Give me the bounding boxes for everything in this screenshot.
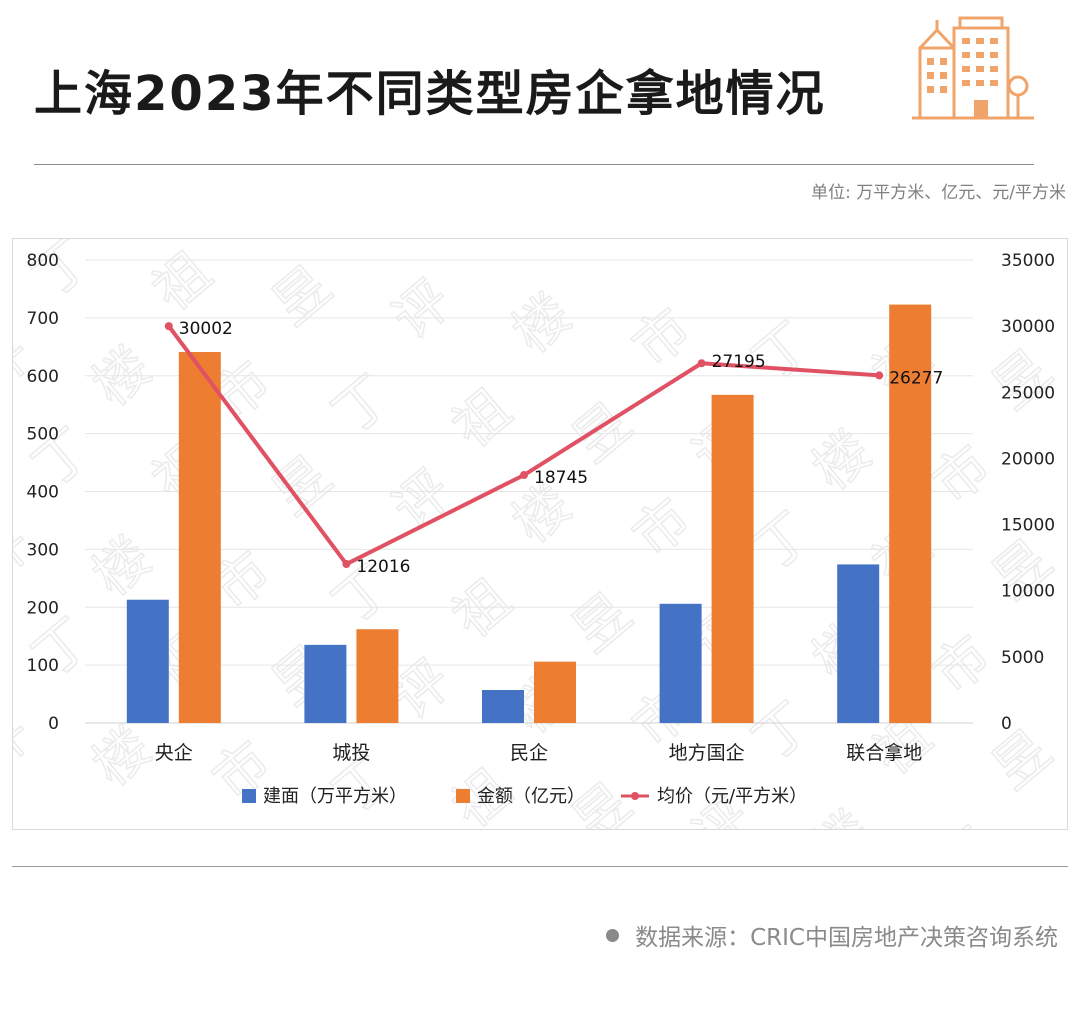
left-tick-label: 800 [27, 251, 59, 271]
price-point [875, 371, 884, 380]
left-tick-label: 500 [27, 425, 59, 445]
page-title: 上海2023年不同类型房企拿地情况 [34, 66, 826, 122]
area-bar [659, 603, 702, 723]
area-bar [304, 644, 347, 723]
price-point [520, 471, 528, 480]
left-tick-label: 700 [27, 309, 59, 329]
area-bar [837, 564, 880, 723]
top-divider [34, 164, 1034, 165]
price-data-label: 18745 [534, 468, 588, 488]
category-label: 联合拿地 [846, 741, 922, 764]
source-note: 数据来源：CRIC中国房地产决策咨询系统 [606, 918, 1058, 952]
amount-bar [178, 352, 221, 723]
amount-bar [356, 629, 399, 723]
bars [126, 304, 932, 723]
legend-swatch-point [631, 792, 639, 800]
left-tick-label: 0 [48, 714, 59, 734]
category-label: 城投 [332, 742, 370, 764]
watermark-glyph: 昱 [261, 444, 343, 527]
watermark-glyph: 丁 [21, 606, 103, 689]
area-bar [482, 690, 524, 723]
watermark-glyph: 市 [621, 296, 703, 379]
price-data-label: 12016 [356, 557, 410, 577]
amount-bar [889, 304, 932, 723]
category-label: 民企 [510, 742, 548, 764]
unit-note: 单位: 万平方米、亿元、元/平方米 [811, 183, 1066, 203]
right-tick-label: 35000 [1001, 251, 1055, 271]
right-tick-label: 10000 [1001, 582, 1055, 602]
left-tick-label: 600 [27, 367, 59, 387]
area-bar [126, 599, 169, 723]
legend-label: 建面（万平方米） [263, 786, 407, 807]
building-logo-icon [912, 16, 1034, 120]
watermark-glyph: 评 [381, 458, 463, 541]
legend: 建面（万平方米） 金额（亿元） 均价（元/平方米） [242, 786, 807, 807]
watermark-glyph: 市 [921, 433, 1003, 516]
price-line-series: 30002 12016 18745 27195 26277 [164, 319, 943, 577]
watermark-glyph: 昱 [561, 581, 643, 664]
bottom-divider [12, 866, 1068, 867]
price-data-label: 27195 [712, 352, 766, 372]
legend-label: 金额（亿元） [477, 786, 585, 807]
watermark-glyph: 楼 [801, 419, 883, 502]
category-label: 地方国企 [669, 742, 745, 764]
watermark-glyph: 楼 [81, 525, 163, 608]
price-point [342, 560, 351, 569]
watermark-glyph: 昱 [561, 391, 643, 474]
bullet-icon [606, 928, 620, 942]
watermark-glyph: 祖 [441, 377, 523, 460]
amount-bar [711, 394, 754, 723]
left-tick-label: 400 [27, 483, 59, 503]
watermark-glyph: 市 [921, 623, 1003, 706]
watermark-glyph: 楼 [81, 335, 163, 418]
watermark-glyph: 楼 [501, 282, 583, 365]
price-point [697, 359, 706, 368]
watermark-glyph: 市 [921, 813, 1003, 829]
right-tick-label: 30000 [1001, 317, 1055, 337]
combo-chart: 丁祖昱评楼市丁祖昱评楼市丁祖昱评楼市丁祖昱评楼市丁祖昱评楼市丁祖昱评楼市丁祖昱评… [13, 239, 1064, 829]
price-data-label: 30002 [179, 319, 233, 339]
left-axis: 0 100 200 300 400 500 600 700 800 [27, 251, 59, 734]
left-tick-label: 300 [27, 540, 59, 560]
category-label: 央企 [155, 742, 193, 764]
chart-panel: 丁祖昱评楼市丁祖昱评楼市丁祖昱评楼市丁祖昱评楼市丁祖昱评楼市丁祖昱评楼市丁祖昱评… [12, 238, 1068, 830]
watermark-glyph: 昱 [981, 338, 1063, 421]
legend-swatch [456, 789, 470, 803]
watermark-glyph: 丁 [21, 239, 103, 309]
left-tick-label: 200 [27, 598, 59, 618]
source-text: 数据来源：CRIC中国房地产决策咨询系统 [635, 925, 1058, 951]
right-tick-label: 0 [1001, 714, 1012, 734]
price-point [164, 322, 173, 331]
right-axis: 0 5000 10000 15000 20000 25000 30000 35000 [1001, 251, 1055, 734]
watermark-glyph: 昱 [981, 718, 1063, 801]
watermark-glyph: 楼 [81, 715, 163, 798]
watermark-glyph: 祖 [441, 567, 523, 650]
watermark-glyph: 祖 [141, 240, 223, 323]
watermark-glyph: 市 [621, 486, 703, 569]
amount-bar [534, 661, 576, 723]
watermark-glyph: 评 [381, 268, 463, 351]
watermark-glyph: 楼 [801, 799, 883, 829]
right-tick-label: 5000 [1001, 648, 1044, 668]
right-tick-label: 25000 [1001, 383, 1055, 403]
gridlines [85, 259, 973, 724]
right-tick-label: 20000 [1001, 449, 1055, 469]
watermark-glyph: 昱 [261, 254, 343, 337]
left-tick-label: 100 [27, 656, 59, 676]
right-tick-label: 15000 [1001, 516, 1055, 536]
category-axis: 央企 城投 民企 地方国企 联合拿地 [155, 741, 922, 764]
price-data-label: 26277 [889, 368, 943, 388]
legend-swatch [242, 789, 256, 803]
watermark-glyph: 评 [13, 321, 43, 404]
watermark-glyph: 评 [13, 701, 43, 784]
legend-label: 均价（元/平方米） [657, 786, 807, 807]
